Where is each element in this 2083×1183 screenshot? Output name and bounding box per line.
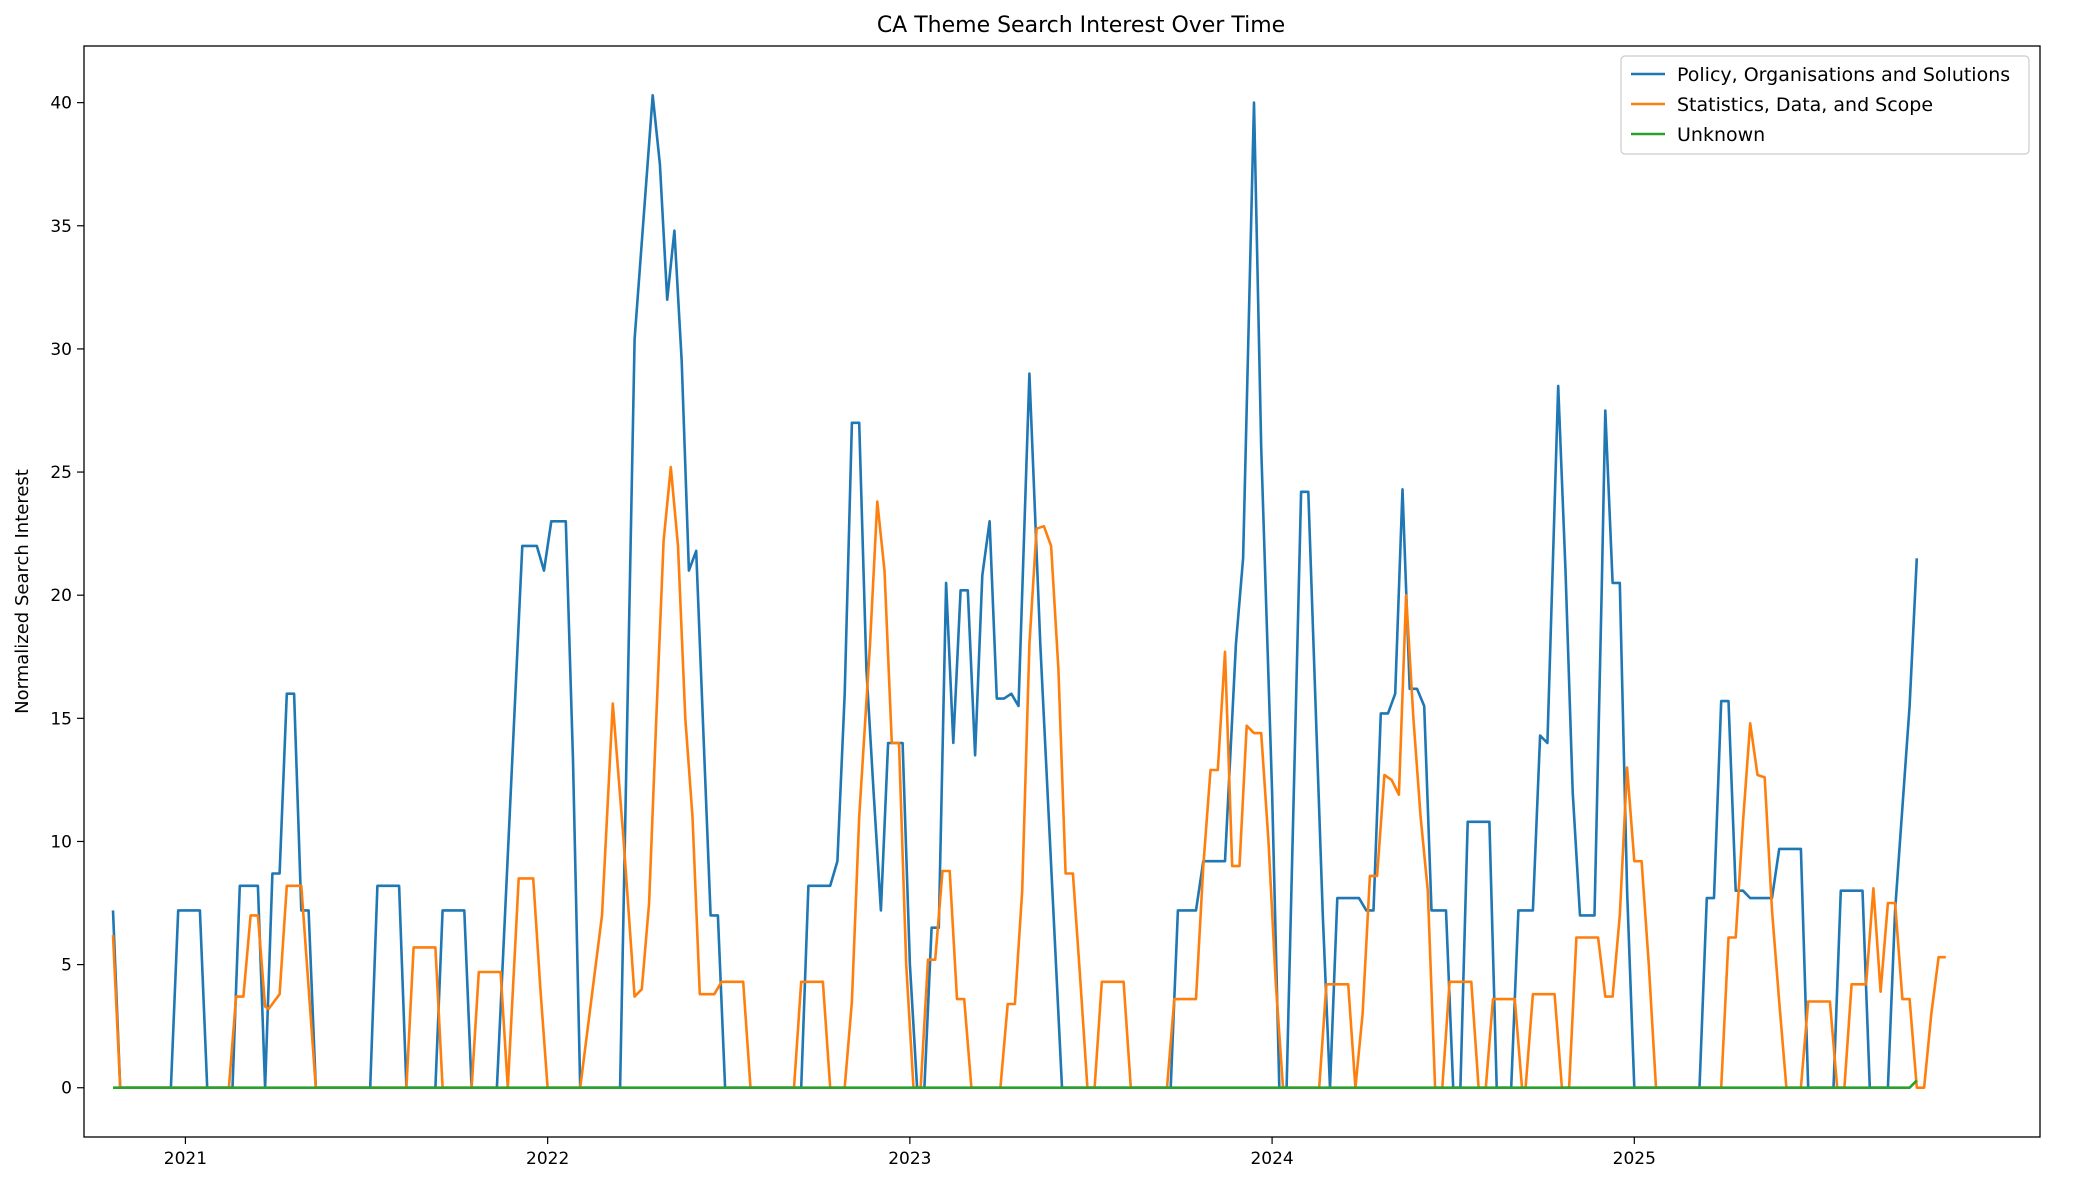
y-tick-label-40: 40 [50,94,72,114]
y-tick-label-0: 0 [61,1079,72,1099]
y-tick-label-5: 5 [61,956,72,976]
legend-label-0: Policy, Organisations and Solutions [1677,64,2010,86]
series-line-2 [113,1079,1918,1089]
y-axis-ticks: 0 5 10 15 20 25 30 35 40 [50,94,84,1099]
plot-lines [111,94,1946,1089]
x-tick-label-2021: 2021 [164,1149,207,1169]
legend-box [1620,55,2030,155]
y-tick-label-15: 15 [50,709,72,729]
y-tick-label-30: 30 [50,340,72,360]
y-tick-label-25: 25 [50,463,72,483]
legend: Policy, Organisations and Solutions Stati… [1620,55,2030,155]
y-axis-label: Normalized Search Interest [12,469,33,714]
y-tick-label-35: 35 [50,217,72,237]
x-tick-label-2022: 2022 [526,1149,569,1169]
y-tick-label-20: 20 [50,586,72,606]
x-tick-label-2024: 2024 [1250,1149,1293,1169]
legend-label-2: Unknown [1677,124,1765,146]
x-axis-ticks: 2021 2022 2023 2024 2025 [164,1137,1656,1169]
legend-label-1: Statistics, Data, and Scope [1677,94,1933,116]
x-tick-label-2023: 2023 [888,1149,931,1169]
x-tick-label-2025: 2025 [1613,1149,1656,1169]
y-tick-label-10: 10 [50,832,72,852]
plot-frame [83,45,2041,1138]
chart-title: CA Theme Search Interest Over Time [877,13,1285,38]
